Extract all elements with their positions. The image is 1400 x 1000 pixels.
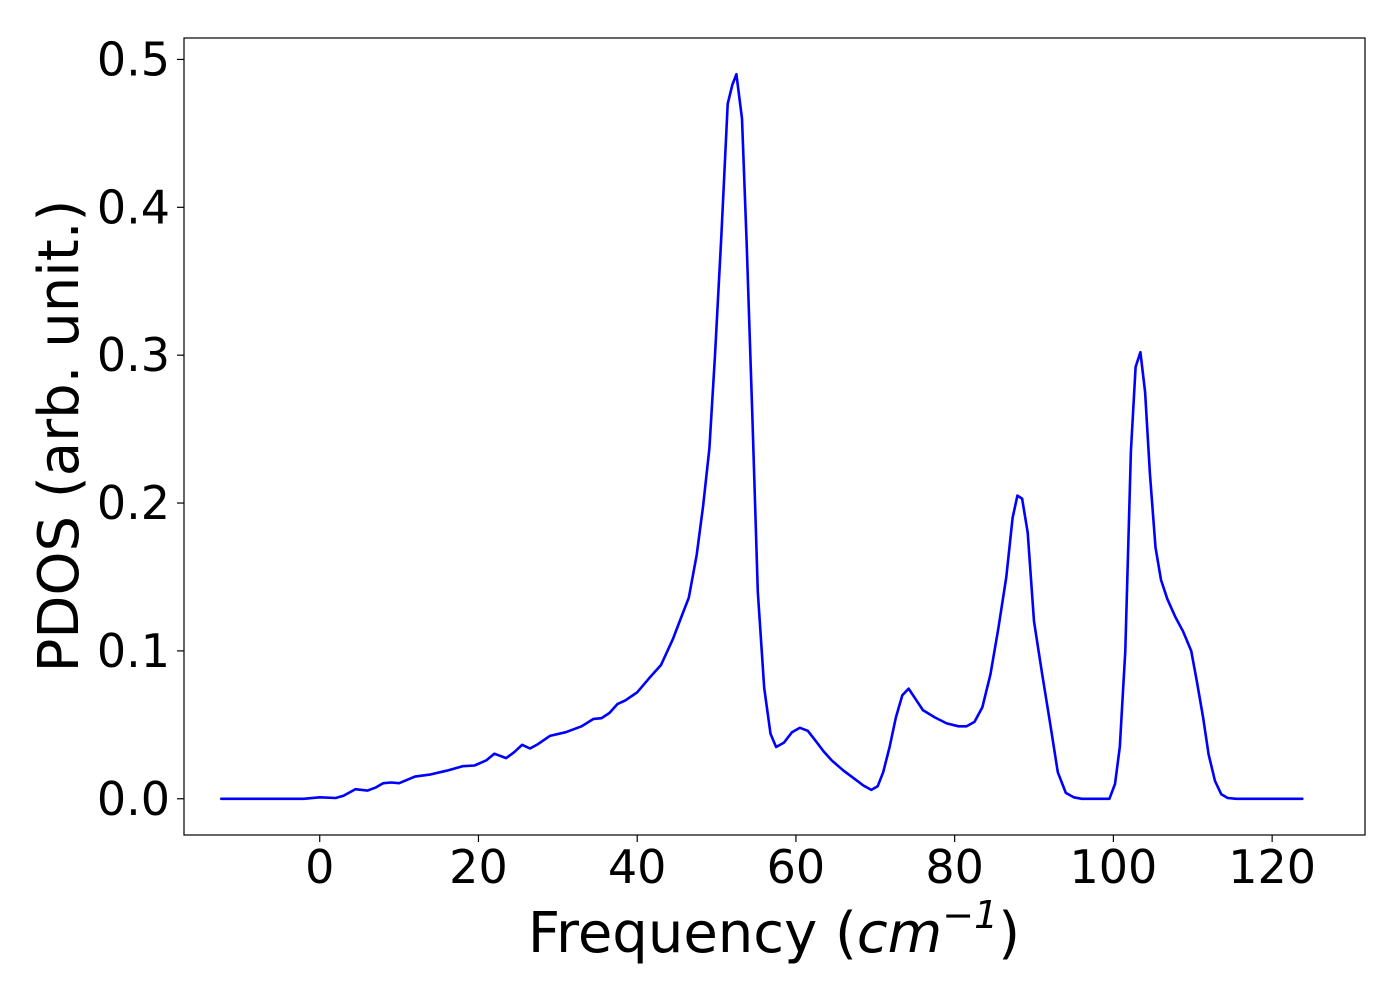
y-tick-label: 0.1 (97, 624, 170, 678)
x-tick-label: 80 (925, 840, 984, 894)
x-axis-title-suffix: ) (998, 901, 1020, 966)
x-tick-label: 120 (1228, 840, 1316, 894)
y-tick-label: 0.0 (97, 772, 170, 826)
y-tick-label: 0.3 (97, 328, 170, 382)
y-tick-label: 0.2 (97, 476, 170, 530)
x-tick-label: 40 (608, 840, 667, 894)
x-axis: 0 20 40 60 80 100 120 (305, 835, 1316, 894)
y-tick-label: 0.4 (97, 180, 170, 234)
y-axis-title: PDOS (arb. unit.) (27, 200, 92, 673)
y-tick-label: 0.5 (97, 32, 170, 86)
x-tick-label: 0 (305, 840, 334, 894)
x-axis-title-unit-exponent: −1 (942, 893, 998, 937)
x-axis-title: Frequency (cm−1) (528, 893, 1020, 966)
x-axis-title-unit-base: cm (857, 901, 942, 966)
x-axis-title-prefix: Frequency ( (528, 901, 857, 966)
plot-frame (183, 37, 1366, 836)
x-tick-label: 20 (449, 840, 508, 894)
x-tick-label: 100 (1069, 840, 1157, 894)
plot-series (220, 72, 1304, 801)
x-tick-label: 60 (767, 840, 826, 894)
pdos-line (220, 72, 1304, 801)
y-axis: 0.0 0.1 0.2 0.3 0.4 0.5 (97, 32, 184, 826)
